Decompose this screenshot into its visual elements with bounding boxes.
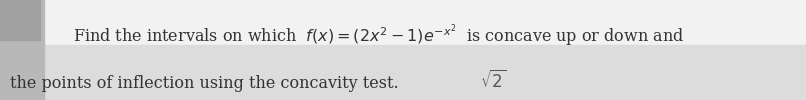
Bar	[0, 0, 806, 45]
Text: Find the intervals on which  $f(x)=(2x^2-1)e^{-x^2}$  is concave up or down and: Find the intervals on which $f(x)=(2x^2-…	[73, 22, 683, 49]
Bar	[0, 45, 806, 100]
Text: the points of inflection using the concavity test.: the points of inflection using the conca…	[10, 75, 399, 92]
Bar	[0, 0, 40, 40]
Bar	[0, 0, 44, 100]
Text: $\sqrt{2}$: $\sqrt{2}$	[480, 70, 506, 92]
